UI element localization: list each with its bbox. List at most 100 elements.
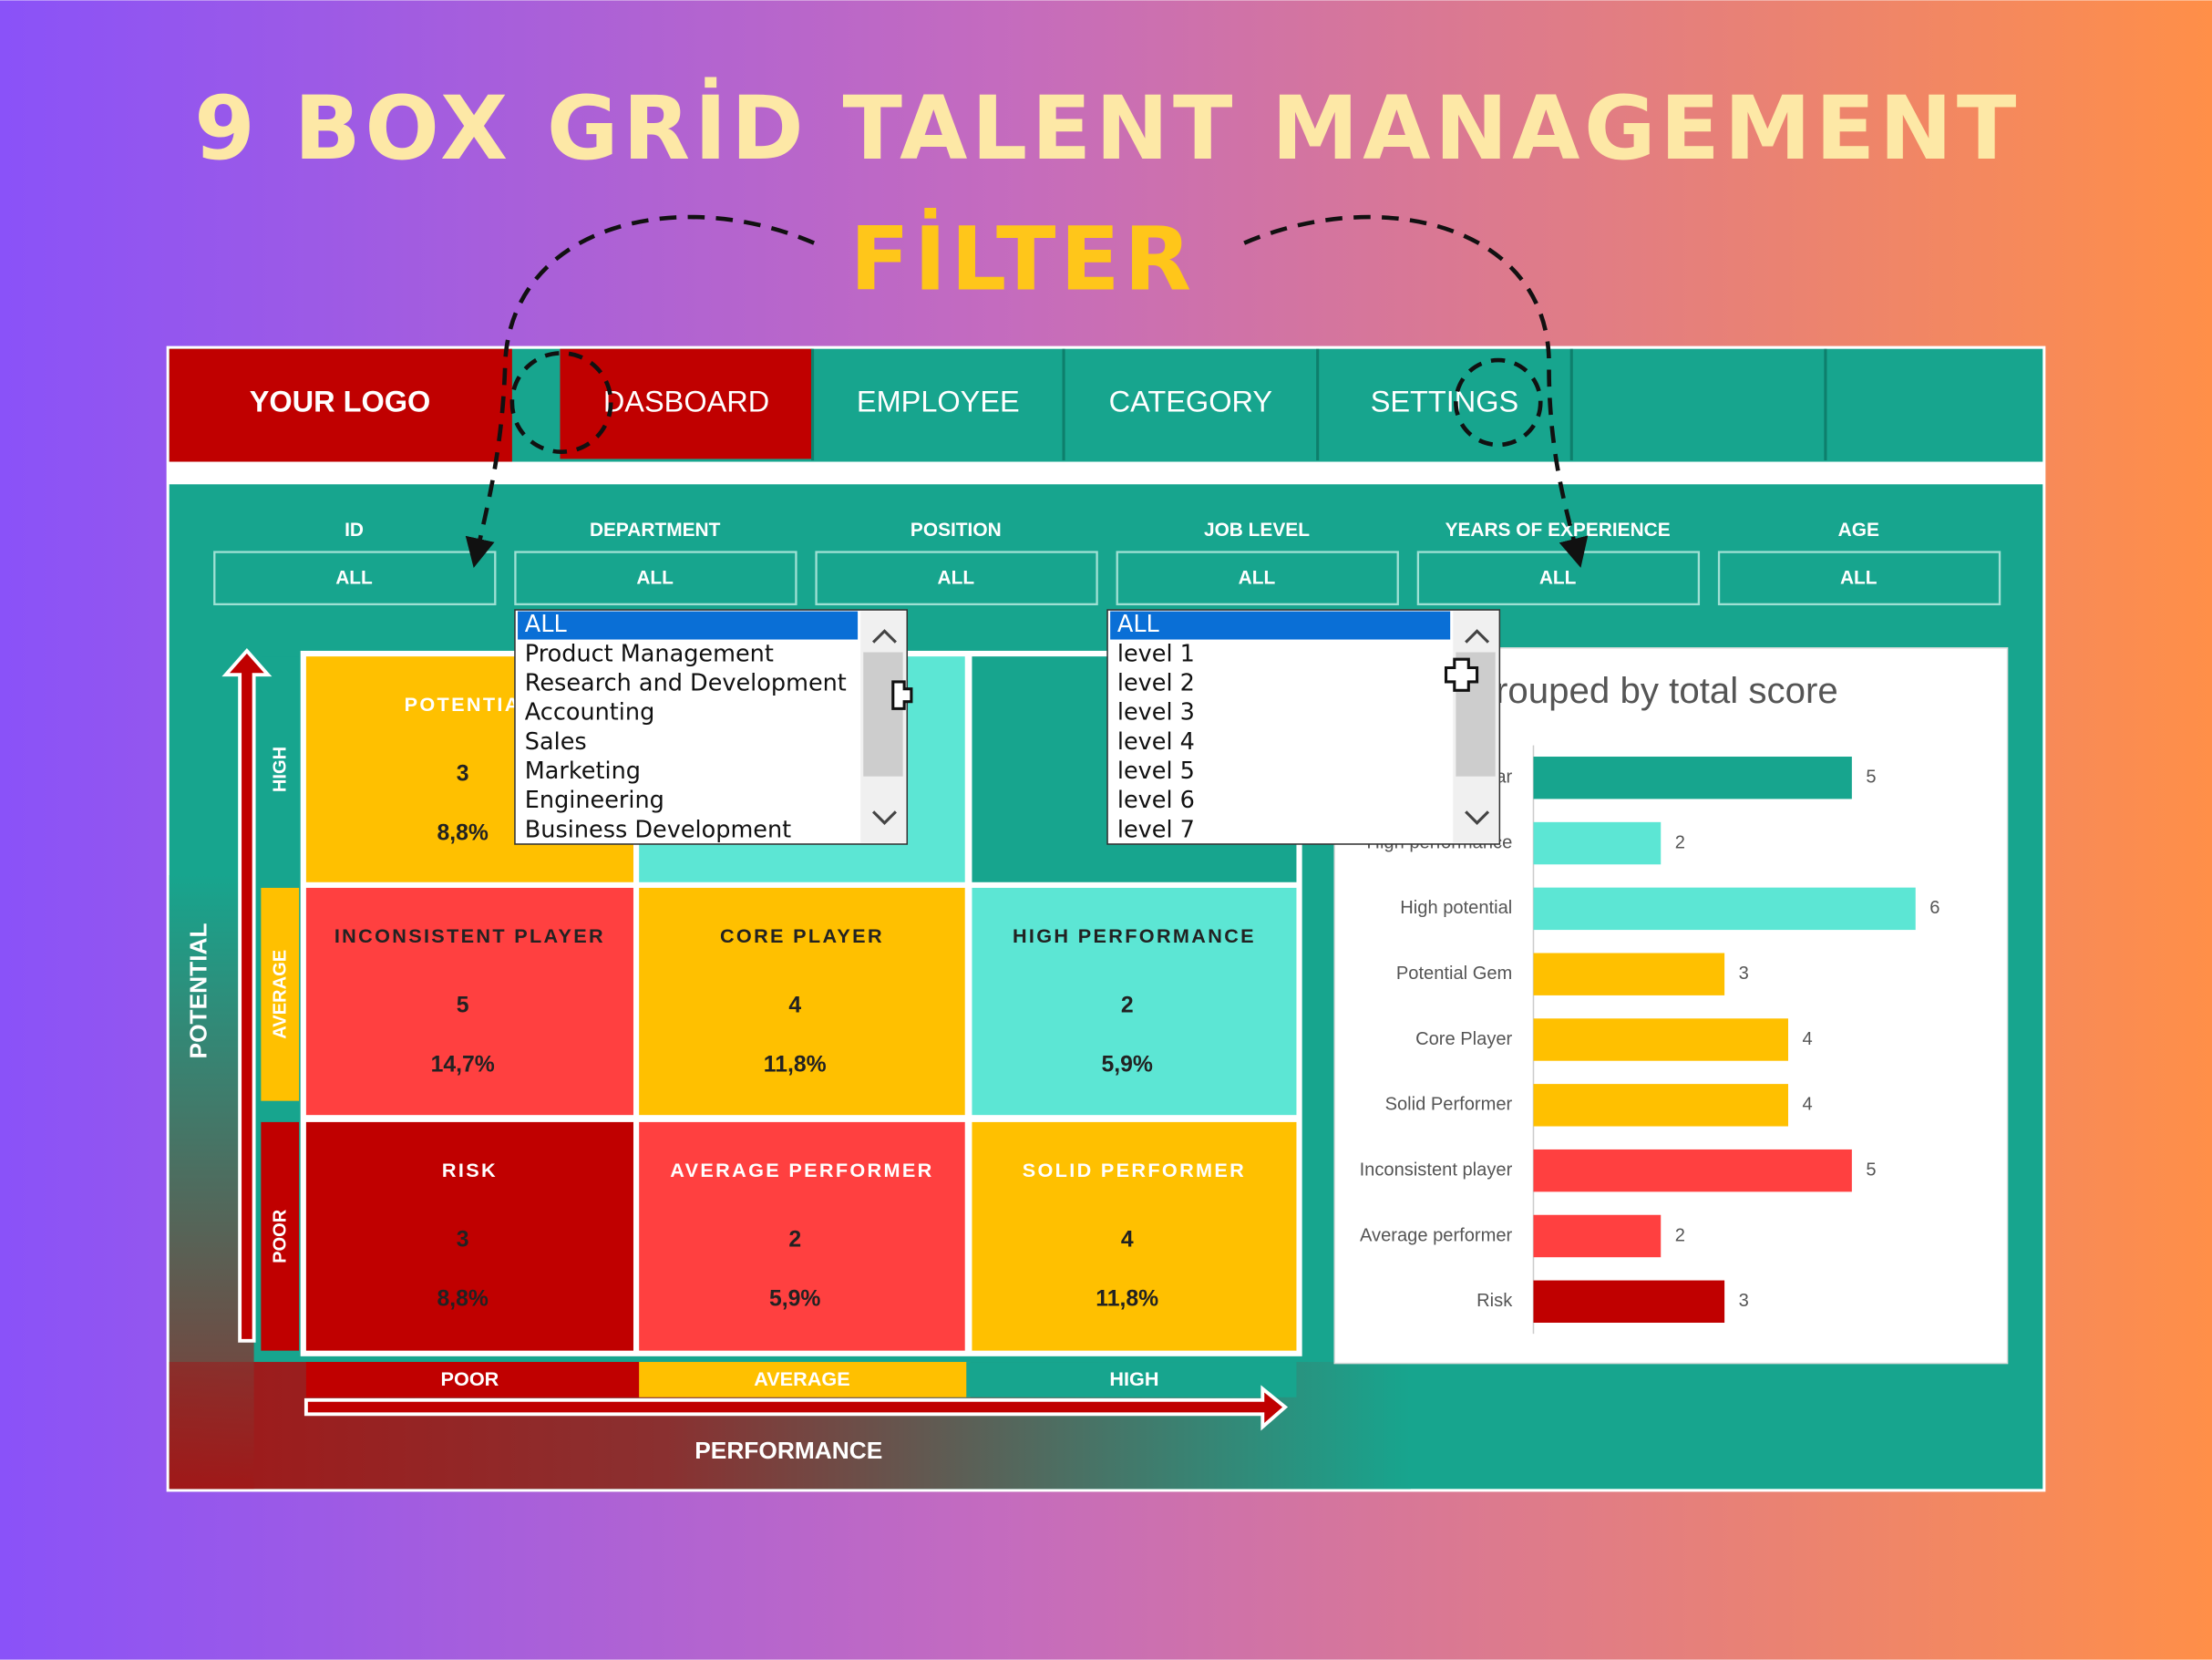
dropdown-item[interactable]: Engineering [525, 787, 664, 814]
cell-count: 5 [457, 994, 469, 1018]
filter-value[interactable]: ALL [1239, 568, 1276, 589]
filter-value[interactable]: ALL [335, 568, 373, 589]
y-arrow [221, 648, 273, 1343]
filter-label: AGE [1838, 520, 1879, 541]
dropdown-item[interactable]: level 4 [1117, 728, 1195, 756]
value-label: 2 [1675, 1225, 1685, 1245]
y-level: AVERAGE [270, 950, 290, 1039]
scroll-up[interactable] [1465, 629, 1490, 644]
dropdown-item[interactable]: level 5 [1117, 758, 1195, 785]
cell-count: 4 [788, 994, 801, 1018]
cell-percent: 5,9% [1102, 1053, 1153, 1077]
highlight-circle [1454, 357, 1543, 448]
chart-title: Grouped by total score [1467, 670, 1838, 711]
cell-percent: 8,8% [437, 821, 488, 846]
dropdown-item[interactable]: level 2 [1117, 669, 1195, 696]
dropdown-list[interactable] [514, 609, 909, 845]
filter-value[interactable]: ALL [938, 568, 975, 589]
cell-title: CORE PLAYER [720, 924, 884, 947]
cell-percent: 8,8% [437, 1286, 488, 1311]
bar [1533, 1084, 1788, 1127]
filter-box[interactable] [514, 551, 797, 606]
value-label: 2 [1675, 832, 1685, 852]
cell-percent: 14,7% [431, 1053, 495, 1077]
filter-value[interactable]: ALL [636, 568, 674, 589]
bar [1533, 1018, 1788, 1061]
filter-box[interactable] [213, 551, 497, 606]
scroll-thumb[interactable] [863, 652, 903, 777]
cell-title: AVERAGE PERFORMER [670, 1159, 933, 1181]
cursor [1444, 657, 1479, 692]
filter-box[interactable] [1116, 551, 1399, 606]
cell-count: 2 [1121, 994, 1134, 1018]
grid-cell [639, 1121, 965, 1351]
grid-cell [972, 1121, 1297, 1351]
selected-item[interactable] [1110, 611, 1451, 640]
scroll-down[interactable] [1465, 810, 1490, 825]
dropdown-item[interactable]: ALL [525, 611, 568, 638]
dropdown-item[interactable]: Accounting [525, 699, 654, 727]
filter-label: YEARS OF EXPERIENCE [1446, 520, 1671, 541]
dropdown-item[interactable]: Marketing [525, 758, 641, 785]
cell-count: 2 [788, 1227, 801, 1252]
cell-title: RISK [442, 1159, 498, 1181]
dropdown-item[interactable]: Product Management [525, 640, 774, 667]
y-level: HIGH [270, 747, 290, 792]
title: 9 BOX GRİD TALENT MANAGEMENT [194, 77, 2021, 180]
filter-box[interactable] [1717, 551, 2001, 606]
dropdown-item[interactable]: Research and Development [525, 669, 847, 696]
y-band [261, 887, 300, 1101]
x-band [305, 1362, 640, 1397]
filter-box[interactable] [815, 551, 1098, 606]
nav-tab[interactable]: SETTINGS [1371, 386, 1519, 418]
x-level: POOR [441, 1367, 499, 1390]
category-label: High potential [1400, 898, 1512, 918]
cell-title: HIGH PERFORMANCE [1013, 924, 1256, 947]
dropdown-item[interactable]: Business Development [525, 816, 791, 843]
bar [1533, 953, 1725, 995]
filter-label: JOB LEVEL [1204, 520, 1310, 541]
x-band [966, 1362, 1297, 1397]
dropdown-list[interactable] [1106, 609, 1501, 845]
filter-label: DEPARTMENT [590, 520, 721, 541]
y-level: POOR [270, 1209, 290, 1263]
scroll-up[interactable] [872, 629, 897, 644]
dropdown-item[interactable]: level 1 [1117, 640, 1195, 667]
bar [1533, 1214, 1662, 1258]
dropdown-item[interactable]: level 7 [1117, 816, 1195, 843]
category-label: Solid Performer [1385, 1095, 1513, 1115]
nav-tab[interactable]: DASBOARD [603, 386, 769, 418]
dropdown-item[interactable]: ALL [1117, 611, 1160, 638]
active-tab [560, 348, 813, 459]
nav-tab[interactable]: CATEGORY [1109, 386, 1272, 418]
grid-cell [639, 887, 965, 1116]
bar [1533, 821, 1662, 865]
selected-item[interactable] [518, 611, 859, 640]
bar [1533, 757, 1852, 799]
category-label: Average performer [1360, 1225, 1513, 1245]
subtitle: FİLTER [850, 208, 1196, 311]
filter-value[interactable]: ALL [1840, 568, 1878, 589]
logo: YOUR LOGO [250, 386, 431, 418]
category-label: Inconsistent player [1360, 1160, 1513, 1180]
cell-percent: 11,8% [764, 1053, 827, 1077]
value-label: 6 [1929, 898, 1939, 918]
filter-value[interactable]: ALL [1539, 568, 1577, 589]
filter-label: POSITION [911, 520, 1002, 541]
cell-title: SOLID PERFORMER [1023, 1159, 1246, 1181]
nav-tab[interactable]: EMPLOYEE [857, 386, 1020, 418]
dropdown-item[interactable]: Sales [525, 728, 587, 756]
y-band [261, 656, 300, 882]
cell-count: 4 [1121, 1227, 1134, 1252]
dropdown-item[interactable]: level 6 [1117, 787, 1195, 814]
arrow-left [465, 214, 816, 569]
x-arrow [304, 1385, 1289, 1431]
y-title: POTENTIAL [185, 923, 212, 1058]
scroll-down[interactable] [872, 810, 897, 825]
x-band [639, 1362, 971, 1397]
filter-box[interactable] [1416, 551, 1701, 606]
value-label: 4 [1802, 1095, 1812, 1115]
category-label: Potential Gem [1396, 964, 1512, 984]
dropdown-item[interactable]: level 3 [1117, 699, 1195, 727]
cursor [891, 680, 913, 710]
